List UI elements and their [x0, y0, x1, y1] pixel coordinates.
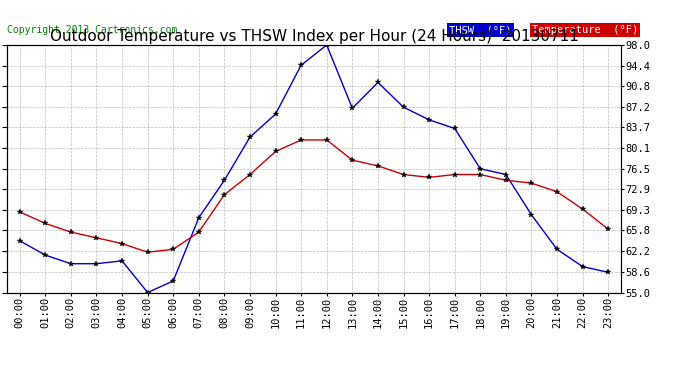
Text: THSW  (°F): THSW (°F) [449, 25, 511, 35]
Title: Outdoor Temperature vs THSW Index per Hour (24 Hours)  20130711: Outdoor Temperature vs THSW Index per Ho… [50, 29, 578, 44]
Text: Temperature  (°F): Temperature (°F) [532, 25, 638, 35]
Text: Copyright 2013 Cartronics.com: Copyright 2013 Cartronics.com [7, 25, 177, 35]
